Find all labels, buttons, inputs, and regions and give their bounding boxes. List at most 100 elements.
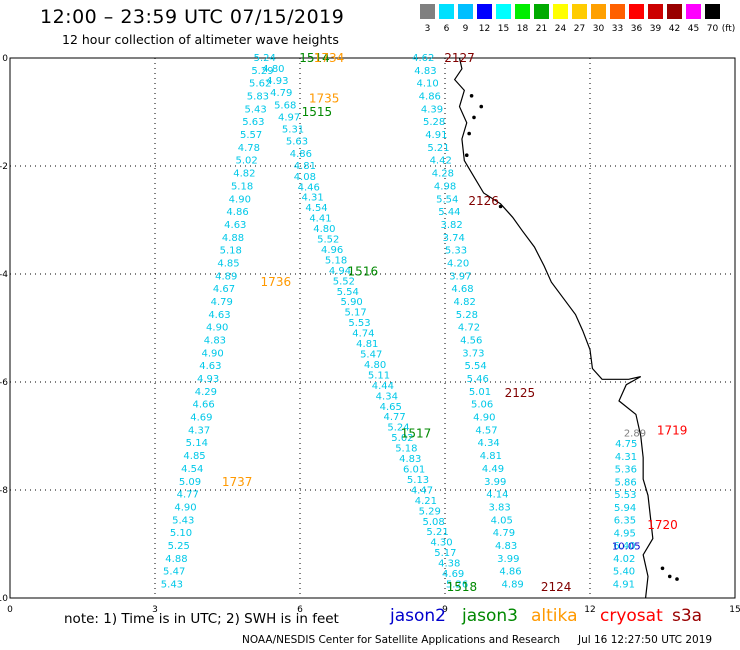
pass-label: 1736: [261, 275, 292, 289]
swh-value: 4.42: [430, 156, 452, 167]
swh-value: 5.86: [614, 477, 636, 488]
swh-value: 5.18: [395, 444, 417, 455]
swh-value: 4.83: [495, 541, 517, 552]
swh-value: 3.97: [449, 271, 471, 282]
swh-value: 4.02: [613, 554, 635, 565]
swh-value: 4.65: [380, 402, 402, 413]
legend-item-jason3: jason3: [462, 606, 518, 626]
swh-value: 4.66: [192, 400, 214, 411]
swh-value: 5.63: [242, 117, 264, 128]
swh-value: 4.89: [215, 271, 237, 282]
swh-value: 3.83: [488, 502, 510, 513]
color-scale-label: 24: [554, 24, 567, 34]
color-swatch: [667, 4, 682, 19]
pass-label: 1735: [309, 92, 340, 106]
swh-value: 6.35: [614, 516, 636, 527]
swh-value: 3.74: [443, 233, 465, 244]
color-scale-label: 45: [687, 24, 700, 34]
island: [498, 204, 503, 209]
swh-value: 4.93: [266, 76, 288, 87]
swh-value: 4.96: [321, 245, 343, 256]
swh-value: 5.62: [249, 79, 271, 90]
island: [472, 115, 476, 120]
swh-value: 5.43: [161, 580, 183, 591]
legend-item-jason2: jason2: [390, 606, 446, 626]
pass-label: 2126: [468, 194, 499, 208]
y-tick-label: -4: [0, 270, 8, 280]
swh-value: 4.49: [482, 464, 504, 475]
swh-value: 5.54: [464, 361, 486, 372]
swh-value: 4.82: [233, 169, 255, 180]
swh-value: 4.56: [460, 336, 482, 347]
swh-value: 4.90: [206, 323, 228, 334]
plot-frame: [9, 57, 736, 599]
swh-value: 5.14: [186, 438, 208, 449]
swh-value: 4.90: [229, 194, 251, 205]
color-scale-label: 39: [649, 24, 662, 34]
swh-value: 5.47: [360, 350, 382, 361]
swh-value: 4.74: [352, 329, 374, 340]
swh-value: 5.18: [231, 181, 253, 192]
credit-line: NOAA/NESDIS Center for Satellite Applica…: [242, 634, 560, 646]
swh-value: 4.81: [480, 451, 502, 462]
pass-label: 1719: [657, 424, 688, 438]
swh-value: 5.21: [426, 527, 448, 538]
swh-value: 4.77: [383, 412, 405, 423]
swh-value: 4.38: [438, 559, 460, 570]
swh-value: 4.98: [434, 181, 456, 192]
swh-value: 4.68: [451, 284, 473, 295]
color-swatch: [686, 4, 701, 19]
color-scale-label: 15: [497, 24, 510, 34]
swh-value: 4.69: [442, 569, 464, 580]
color-scale-label: 30: [592, 24, 605, 34]
color-swatch: [477, 4, 492, 19]
swh-value: 5.02: [391, 433, 413, 444]
swh-value: 4.91: [425, 130, 447, 141]
swh-value: 4.54: [181, 464, 203, 475]
color-scale-label: (ft): [721, 24, 736, 34]
legend-item-altika: altika: [531, 606, 578, 626]
island: [667, 574, 672, 579]
color-scale-label: 36: [630, 24, 643, 34]
swh-value: 5.46: [467, 374, 489, 385]
swh-value: 5.47: [163, 567, 185, 578]
swh-value: 4.63: [224, 220, 246, 231]
swh-value: 4.14: [486, 490, 508, 501]
swh-value: 4.83: [414, 66, 436, 77]
page-title: 12:00 – 23:59 UTC 07/15/2019: [40, 6, 345, 28]
swh-value: 4.93: [197, 374, 219, 385]
pass-label: 1720: [647, 518, 678, 532]
generated-timestamp: Jul 16 12:27:50 UTC 2019: [578, 634, 713, 646]
swh-value: 4.90: [473, 413, 495, 424]
swh-value: 5.11: [368, 370, 390, 381]
swh-value: 4.30: [430, 538, 452, 549]
island: [660, 566, 665, 571]
swh-value: 5.33: [445, 246, 467, 257]
swh-value: 4.86: [499, 567, 521, 578]
swh-value: 4.62: [412, 53, 434, 64]
swh-value: 5.43: [172, 515, 194, 526]
swh-value: 5.25: [168, 541, 190, 552]
swh-value: 5.40: [613, 567, 635, 578]
swh-value: 3.99: [484, 477, 506, 488]
color-swatch: [515, 4, 530, 19]
swh-value: 4.95: [614, 528, 636, 539]
swh-value: 4.08: [294, 172, 316, 183]
swh-value: 5.08: [423, 517, 445, 528]
swh-value: 5.52: [317, 235, 339, 246]
swh-value: 4.10: [416, 79, 438, 90]
swh-value: 5.09: [179, 477, 201, 488]
x-tick-label: 12: [584, 605, 595, 615]
swh-value: 4.97: [278, 112, 300, 123]
swh-value: 4.31: [615, 452, 637, 463]
color-scale-label: 33: [611, 24, 624, 34]
swh-value: 5.24: [254, 53, 276, 64]
swh-value: 4.86: [226, 207, 248, 218]
swh-value: 4.39: [421, 104, 443, 115]
swh-value: 4.69: [190, 413, 212, 424]
swh-value: 4.80: [313, 224, 335, 235]
swh-value: 4.81: [356, 339, 378, 350]
swh-value: 5.36: [615, 465, 637, 476]
swh-value: 4.63: [199, 361, 221, 372]
swh-value: 5.54: [436, 194, 458, 205]
